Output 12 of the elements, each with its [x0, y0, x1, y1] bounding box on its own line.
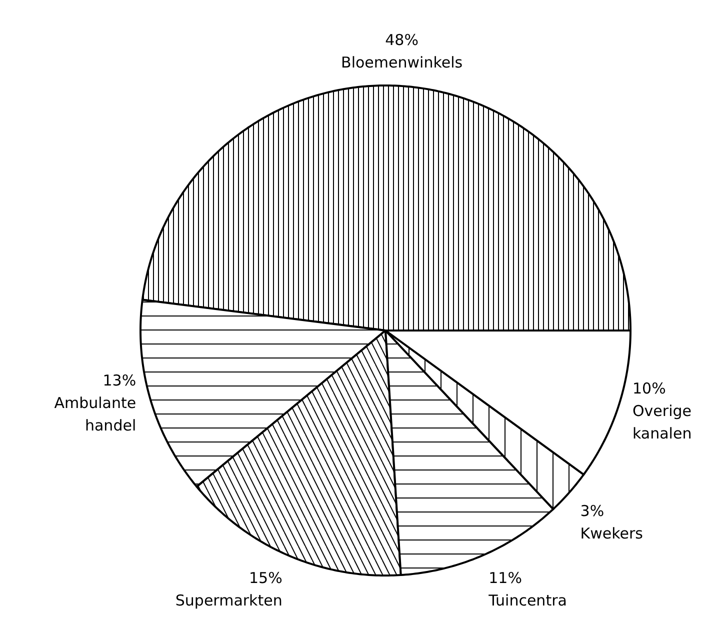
slice-label: Supermarkten: [175, 591, 282, 610]
data-label: 3%: [580, 502, 604, 520]
slice-label: Overige kanalen: [632, 402, 692, 442]
slice-label: Bloemenwinkels: [341, 53, 463, 72]
data-label: 48%: [385, 30, 418, 49]
slice-label: Tuincentra: [488, 591, 567, 610]
slice-label: Kwekers: [580, 524, 644, 543]
data-label: 11%: [488, 568, 522, 587]
data-label: 10%: [632, 379, 666, 398]
data-label: 13%: [102, 371, 136, 390]
slice-label: Ambulante handel: [54, 394, 136, 434]
data-label: 15%: [249, 568, 282, 587]
